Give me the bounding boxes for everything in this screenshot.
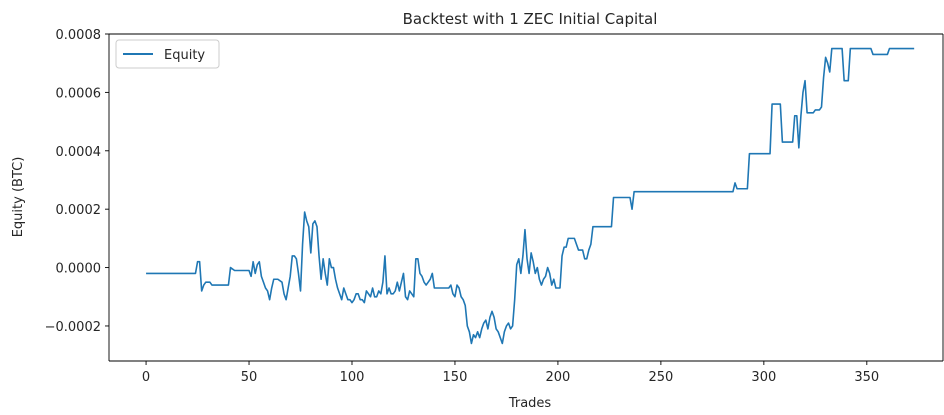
legend-box	[115, 39, 220, 69]
x-tick-label: 0	[142, 370, 150, 385]
legend: Equity	[115, 39, 220, 69]
y-tick-label: 0.0004	[56, 145, 102, 160]
y-axis: −0.0002 0.0000 0.0002 0.0004 0.0006 0.0008	[45, 28, 109, 335]
y-tick-label: 0.0000	[56, 262, 102, 277]
x-axis: 0 50 100 150 200 250 300 350	[142, 361, 879, 385]
x-axis-label: Trades	[508, 396, 552, 411]
y-axis-label: Equity (BTC)	[11, 157, 26, 238]
y-tick-label: 0.0002	[56, 203, 102, 218]
x-tick-label: 250	[648, 370, 673, 385]
x-tick-label: 100	[340, 370, 365, 385]
chart-title: Backtest with 1 ZEC Initial Capital	[403, 10, 658, 28]
x-tick-label: 300	[751, 370, 776, 385]
y-tick-label: 0.0008	[56, 28, 102, 43]
legend-label-equity: Equity	[164, 48, 205, 63]
y-tick-label: −0.0002	[45, 320, 101, 335]
x-tick-label: 50	[241, 370, 258, 385]
y-tick-label: 0.0006	[56, 86, 102, 101]
x-tick-label: 350	[854, 370, 879, 385]
x-tick-label: 200	[546, 370, 571, 385]
series-line-equity	[146, 47, 915, 345]
plot-area	[108, 33, 944, 362]
x-tick-label: 150	[443, 370, 468, 385]
